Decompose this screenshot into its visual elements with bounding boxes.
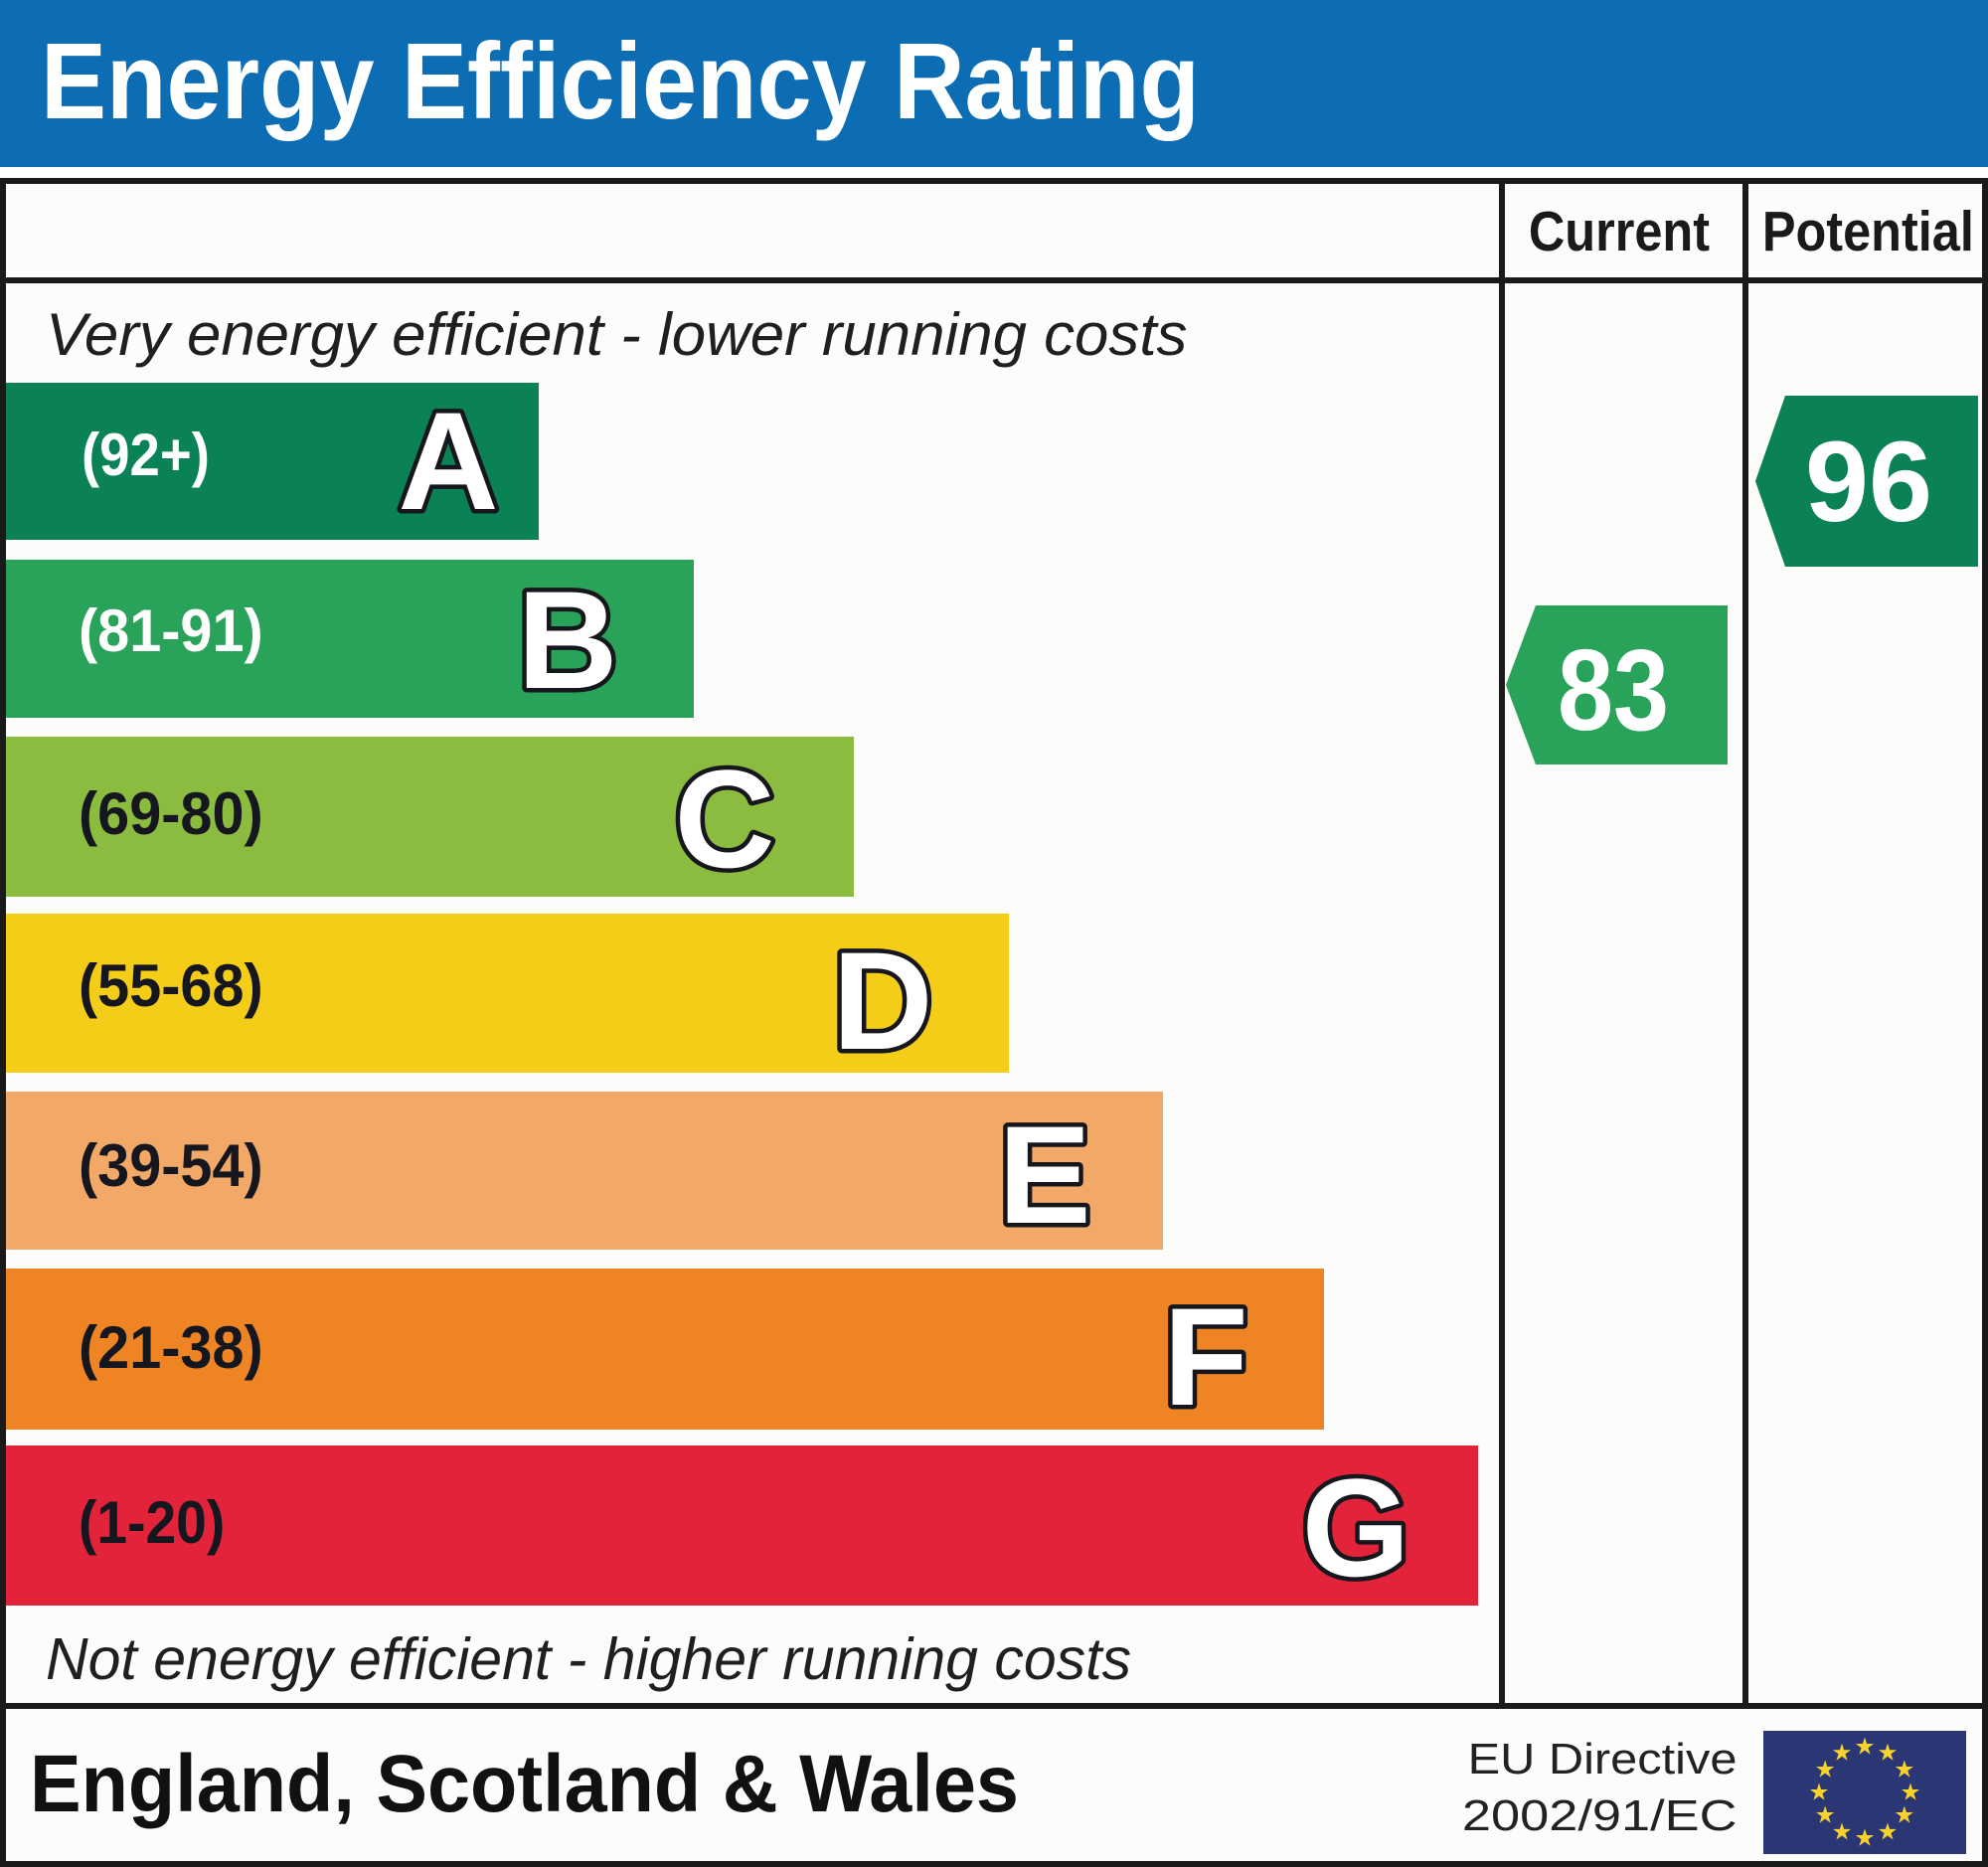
svg-text:C: C xyxy=(674,741,774,897)
svg-text:B: B xyxy=(517,562,617,718)
svg-text:A: A xyxy=(398,383,498,539)
svg-text:83: 83 xyxy=(1558,625,1669,755)
svg-text:96: 96 xyxy=(1805,419,1932,546)
svg-text:D: D xyxy=(832,923,932,1079)
svg-text:F: F xyxy=(1163,1278,1248,1435)
svg-text:E: E xyxy=(998,1097,1090,1253)
svg-text:G: G xyxy=(1302,1449,1410,1606)
